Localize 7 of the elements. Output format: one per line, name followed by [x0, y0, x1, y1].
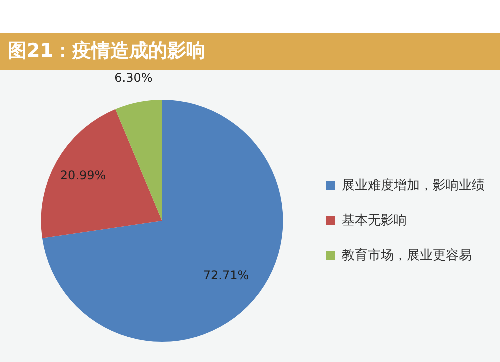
data-label: 20.99%	[60, 168, 106, 182]
legend-label: 基本无影响	[342, 213, 407, 228]
data-label: 6.30%	[114, 70, 153, 85]
data-label: 72.71%	[203, 268, 250, 283]
legend-label: 展业难度增加，影响业绩	[342, 177, 485, 194]
legend-label: 教育市场，展业更容易	[342, 247, 472, 264]
chart-title: 图21：疫情造成的影响	[0, 33, 500, 70]
